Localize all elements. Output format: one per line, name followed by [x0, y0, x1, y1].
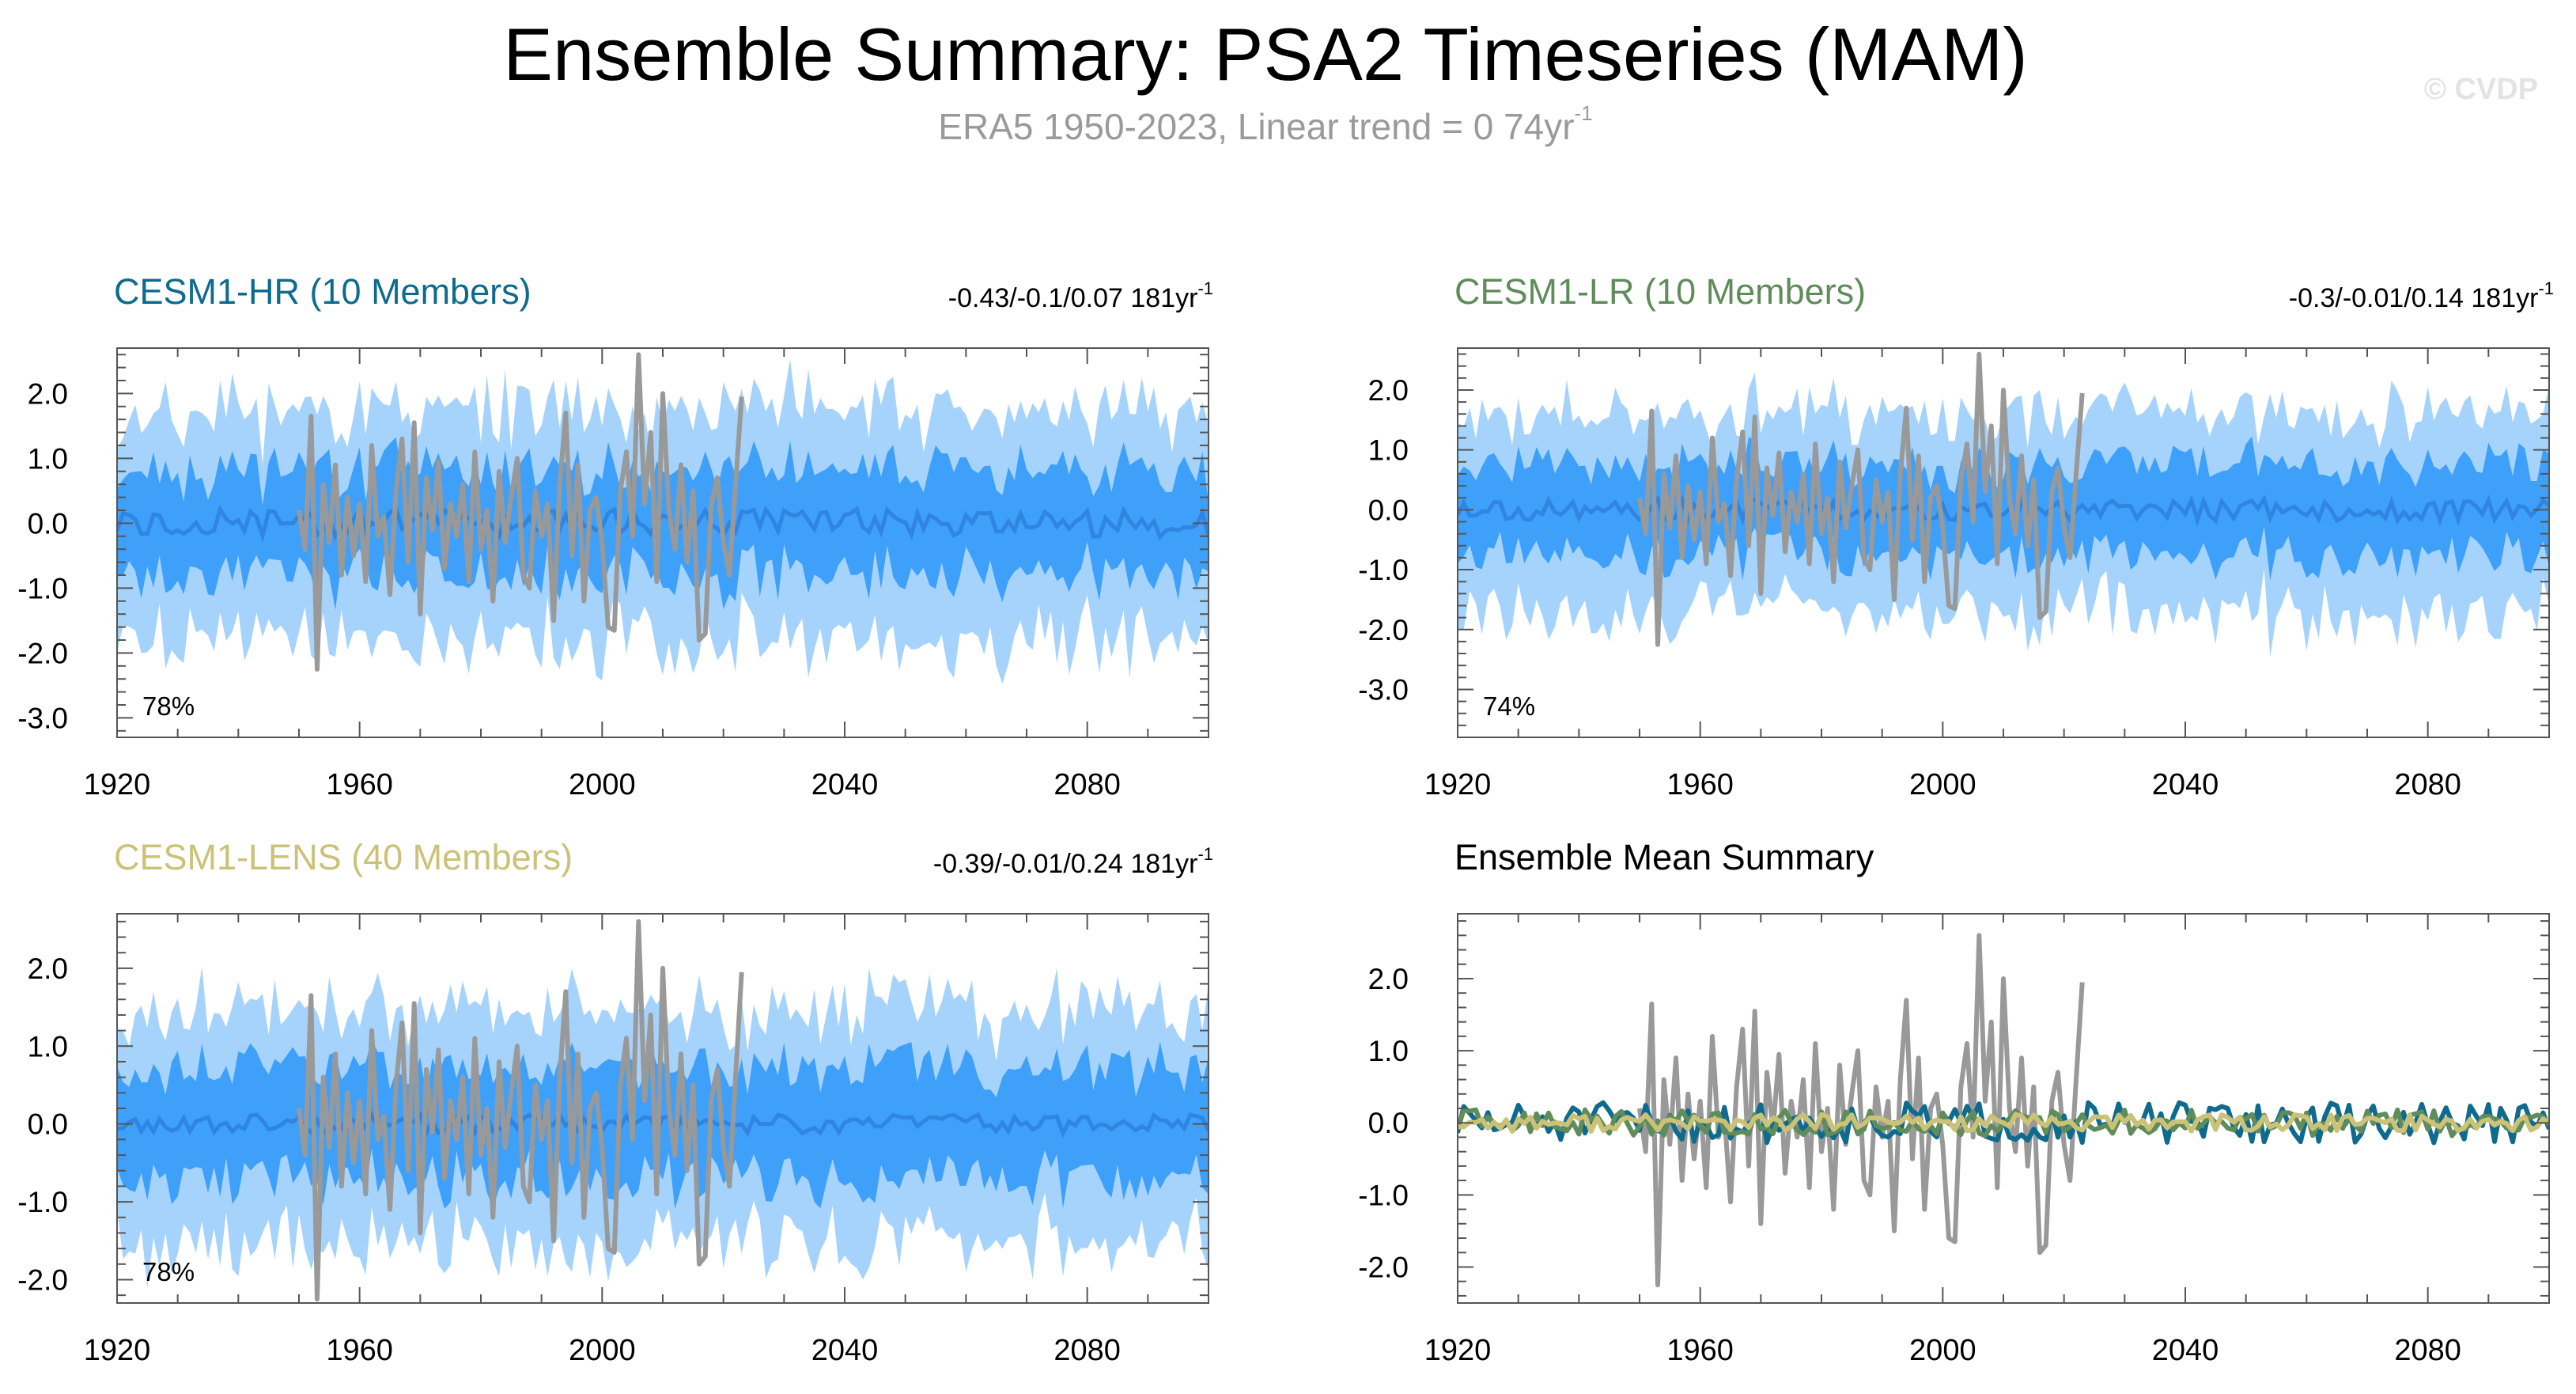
lens-xtick-label: 2080: [1053, 1334, 1121, 1367]
hr-trend-label: -0.43/-0.1/0.07 181yr-1: [948, 278, 1213, 313]
hr-ytick-label: -3.0: [17, 702, 68, 734]
lens-xtick-label: 1960: [326, 1334, 393, 1367]
copyright-watermark: © CVDP: [2423, 73, 2538, 106]
hr-panel: 1920 1960 2000 2040 2080 2.0 1.0 0.0 -1.0 -2.0 -3.…: [17, 271, 1213, 801]
lens-ytick-label: 2.0: [28, 953, 68, 985]
summary-xtick-label: 1960: [1666, 1334, 1734, 1367]
summary-series-cesm1-lens: [1458, 1112, 2549, 1134]
summary-ytick-label: -1.0: [1358, 1179, 1409, 1211]
lr-trend-label: -0.3/-0.01/0.14 181yr-1: [2289, 278, 2554, 313]
summary-xtick-label: 1920: [1424, 1334, 1492, 1367]
lr-obs-line: [1637, 351, 2085, 647]
summary-ytick-label: -2.0: [1358, 1251, 1409, 1283]
hr-trend-text: -0.43/-0.1/0.07 181yr: [948, 283, 1198, 313]
lr-trend-text: -0.3/-0.01/0.14 181yr: [2289, 283, 2539, 313]
lr-ensemble-mean-line: [1458, 494, 2549, 527]
lr-ytick-label: -1.0: [1358, 554, 1409, 586]
figure-title: Ensemble Summary: PSA2 Timeseries (MAM): [503, 13, 2028, 96]
hr-xtick-label: 1960: [326, 768, 393, 801]
summary-ytick-label: 0.0: [1368, 1107, 1409, 1139]
hr-xtick-label: 2080: [1053, 768, 1121, 801]
lr-plot-area: [1458, 351, 2549, 657]
lr-panel-title: CESM1-LR (10 Members): [1454, 271, 1866, 312]
hr-trend-sup: -1: [1197, 278, 1213, 298]
lr-xtick-label: 1920: [1424, 768, 1492, 801]
lr-ytick-label: 1.0: [1368, 434, 1409, 467]
lr-ytick-label: -3.0: [1358, 673, 1409, 706]
lr-xtick-label: 1960: [1666, 768, 1734, 801]
summary-xtick-label: 2000: [1909, 1334, 1976, 1367]
summary-xtick-label: 2040: [2152, 1334, 2219, 1367]
lens-xtick-label: 1920: [84, 1334, 151, 1367]
lens-trend-text: -0.39/-0.01/0.24 181yr: [933, 849, 1198, 879]
lens-panel-title: CESM1-LENS (40 Members): [114, 837, 573, 877]
hr-obs-line: [297, 352, 744, 672]
hr-panel-title: CESM1-HR (10 Members): [114, 271, 531, 312]
hr-xtick-label: 2000: [569, 768, 636, 801]
summary-xtick-label: 2080: [2394, 1334, 2461, 1367]
hr-ytick-label: 1.0: [28, 442, 68, 475]
hr-ytick-label: -1.0: [17, 572, 68, 604]
lens-ytick-label: -1.0: [17, 1186, 68, 1218]
subtitle-text: ERA5 1950-2023, Linear trend = 0 74yr: [938, 106, 1575, 147]
hr-xtick-label: 2040: [811, 768, 879, 801]
lens-xtick-label: 2040: [811, 1334, 879, 1367]
summary-panel-title: Ensemble Mean Summary: [1454, 837, 1874, 877]
lens-ytick-label: 1.0: [28, 1030, 68, 1063]
lr-xtick-label: 2080: [2394, 768, 2461, 801]
lens-ytick-label: 0.0: [28, 1108, 68, 1141]
lr-xtick-label: 2000: [1909, 768, 1976, 801]
lens-obs-line: [297, 919, 744, 1302]
hr-plot-area: [117, 352, 1209, 684]
lr-percent-label: 74%: [1483, 691, 1535, 721]
summary-ytick-label: 2.0: [1368, 963, 1409, 995]
summary-plot-frame: [1457, 913, 2550, 1304]
subtitle-superscript: -1: [1574, 101, 1593, 125]
lens-ytick-label: -2.0: [17, 1263, 68, 1296]
lr-trend-sup: -1: [2538, 278, 2554, 298]
hr-ytick-label: -2.0: [17, 637, 68, 669]
lr-ytick-label: -2.0: [1358, 614, 1409, 646]
summary-obs-line: [1637, 933, 2085, 1288]
summary-panel: 1920 1960 2000 2040 2080 2.0 1.0 0.0 -1.0 -2.0 Ens…: [1358, 837, 2550, 1367]
lr-xtick-label: 2040: [2152, 768, 2219, 801]
lr-panel: 1920 1960 2000 2040 2080 2.0 1.0 0.0 -1.0 -2.0 -3.…: [1358, 271, 2554, 801]
lens-percent-label: 78%: [142, 1257, 195, 1286]
lens-trend-label: -0.39/-0.01/0.24 181yr-1: [933, 844, 1213, 879]
lens-panel: 1920 1960 2000 2040 2080 2.0 1.0 0.0 -1.0 -2.0 CES…: [17, 837, 1213, 1367]
hr-xtick-label: 1920: [84, 768, 151, 801]
summary-plot-area: [1458, 933, 2549, 1288]
lr-ytick-label: 2.0: [1368, 374, 1409, 407]
lens-trend-sup: -1: [1197, 844, 1213, 864]
hr-percent-label: 78%: [142, 691, 195, 721]
lr-ytick-label: 0.0: [1368, 494, 1409, 526]
summary-ytick-label: 1.0: [1368, 1035, 1409, 1067]
hr-ytick-label: 0.0: [28, 507, 68, 540]
hr-inner-band: [117, 437, 1209, 611]
lens-xtick-label: 2000: [569, 1334, 636, 1367]
lens-plot-area: [117, 919, 1209, 1302]
figure-subtitle: ERA5 1950-2023, Linear trend = 0 74yr-1: [0, 101, 2531, 148]
hr-ytick-label: 2.0: [28, 377, 68, 410]
